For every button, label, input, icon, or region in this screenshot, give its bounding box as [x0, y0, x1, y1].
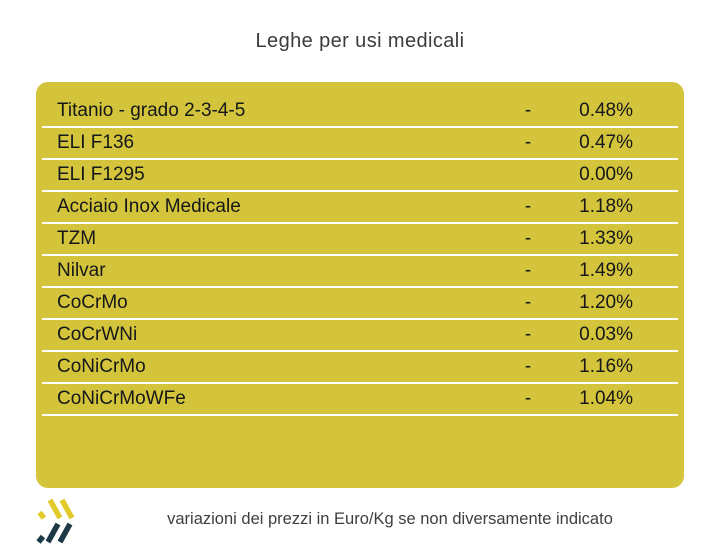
alloy-name: CoCrWNi	[57, 324, 138, 345]
footer: variazioni dei prezzi in Euro/Kg se non …	[0, 496, 720, 548]
variation-value: 0.48%	[579, 100, 633, 121]
table-row: TZM - 1.33%	[42, 224, 678, 256]
variation-sign: -	[524, 356, 532, 377]
alloys-rows: Titanio - grado 2-3-4-5 - 0.48% ELI F136…	[42, 96, 678, 416]
variation-value: 1.16%	[579, 356, 633, 377]
table-row: ELI F136 - 0.47%	[42, 128, 678, 160]
alloy-name: CoCrMo	[57, 292, 128, 313]
variation-value: 0.47%	[579, 132, 633, 153]
variation-sign: -	[524, 292, 532, 313]
variation-value: 1.33%	[579, 228, 633, 249]
footer-note: variazioni dei prezzi in Euro/Kg se non …	[167, 510, 613, 528]
variation-value: 1.20%	[579, 292, 633, 313]
variation-sign: -	[524, 324, 532, 345]
alloy-name: CoNiCrMo	[57, 356, 146, 377]
variation-sign: -	[524, 100, 532, 121]
alloy-name: Nilvar	[57, 260, 106, 281]
alloy-name: ELI F136	[57, 132, 135, 153]
table-row: Nilvar - 1.49%	[42, 256, 678, 288]
alloys-table: Titanio - grado 2-3-4-5 - 0.48% ELI F136…	[36, 82, 684, 488]
table-row: CoNiCrMoWFe - 1.04%	[42, 384, 678, 416]
alloy-name: Acciaio Inox Medicale	[57, 196, 241, 217]
alloy-name: CoNiCrMoWFe	[57, 388, 186, 409]
variation-sign: -	[524, 260, 532, 281]
variation-value: 1.18%	[579, 196, 633, 217]
alloy-name: Titanio - grado 2-3-4-5	[57, 100, 246, 121]
table-row: ELI F1295 0.00%	[42, 160, 678, 192]
brand-slashes-icon	[36, 498, 75, 544]
table-row: CoNiCrMo - 1.16%	[42, 352, 678, 384]
alloy-name: TZM	[57, 228, 97, 249]
variation-value: 1.04%	[579, 388, 633, 409]
table-row: Acciaio Inox Medicale - 1.18%	[42, 192, 678, 224]
variation-sign: -	[524, 196, 532, 217]
alloy-name: ELI F1295	[57, 164, 145, 185]
table-row: Titanio - grado 2-3-4-5 - 0.48%	[42, 96, 678, 128]
variation-sign: -	[524, 228, 532, 249]
variation-value: 0.00%	[579, 164, 633, 185]
variation-value: 1.49%	[579, 260, 633, 281]
variation-sign: -	[524, 388, 532, 409]
page-title: Leghe per usi medicali	[255, 30, 465, 52]
table-row: CoCrWNi - 0.03%	[42, 320, 678, 352]
variation-value: 0.03%	[579, 324, 633, 345]
variation-sign: -	[524, 132, 532, 153]
table-row: CoCrMo - 1.20%	[42, 288, 678, 320]
